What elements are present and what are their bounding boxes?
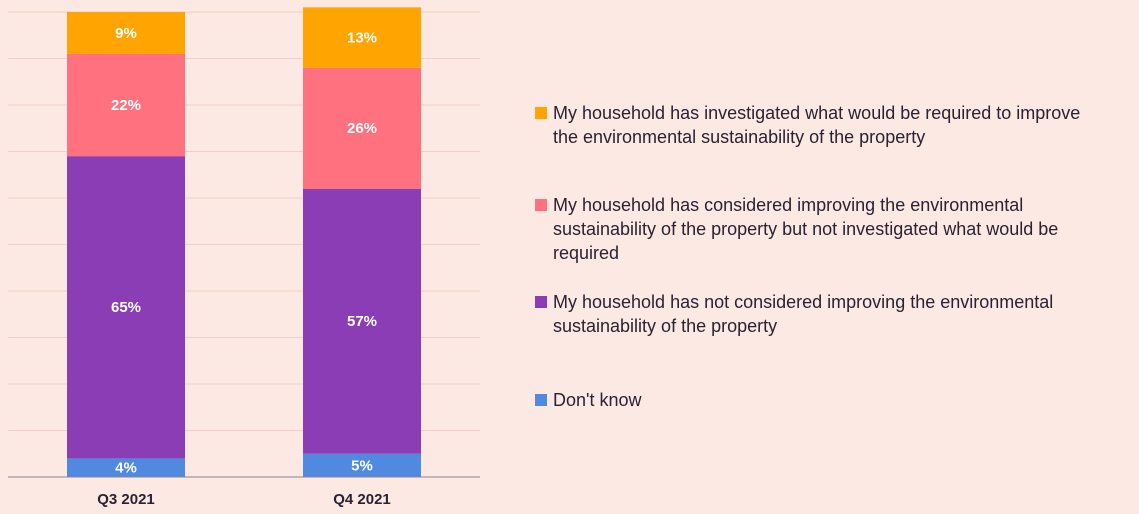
legend-swatch <box>535 296 547 308</box>
x-tick-label: Q3 2021 <box>97 491 155 508</box>
data-label: 9% <box>115 25 137 42</box>
bar-segment <box>67 458 185 477</box>
legend-item: My household has not considered improvin… <box>535 290 1110 338</box>
legend-swatch <box>535 107 547 119</box>
legend-item: My household has considered improving th… <box>535 193 1110 265</box>
legend-item: My household has investigated what would… <box>535 101 1110 149</box>
bar-segment <box>303 188 421 454</box>
bar-segment <box>67 156 185 459</box>
bar-segment <box>303 453 421 477</box>
chart: 4% 65% 22% 9% Q3 2021 5% 57% 26% 13% Q4 2021 <box>8 7 480 508</box>
legend-swatch <box>535 199 547 211</box>
legend-swatch <box>535 394 547 406</box>
data-label: 65% <box>111 299 141 316</box>
bar-segment <box>303 67 421 189</box>
legend-label: My household has considered improving th… <box>553 195 1059 263</box>
data-label: 22% <box>111 97 141 114</box>
legend-label: My household has investigated what would… <box>553 103 1081 147</box>
legend-item: Don't know <box>535 388 1110 412</box>
legend-label: My household has not considered improvin… <box>553 292 1054 336</box>
data-label: 26% <box>347 120 377 137</box>
data-label: 5% <box>351 457 373 474</box>
bar-segment <box>67 53 185 157</box>
legend-label: Don't know <box>553 390 642 410</box>
data-label: 13% <box>347 30 377 47</box>
bar-segment <box>303 7 421 68</box>
x-tick-label: Q4 2021 <box>333 491 391 508</box>
bar-segment <box>67 12 185 54</box>
data-label: 4% <box>115 460 137 477</box>
data-label: 57% <box>347 313 377 330</box>
